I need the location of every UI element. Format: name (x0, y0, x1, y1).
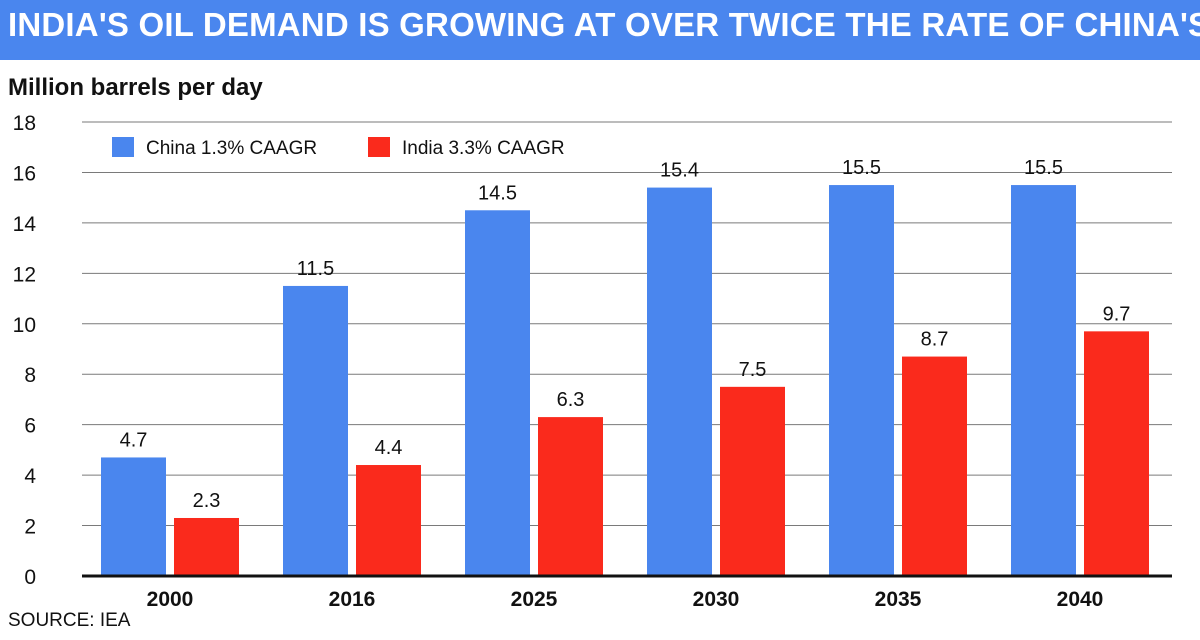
bar-india (356, 465, 421, 576)
legend-label: India 3.3% CAAGR (402, 138, 565, 159)
y-tick-label: 6 (24, 415, 36, 438)
data-label: 11.5 (297, 258, 334, 280)
x-tick-label: 2030 (693, 588, 740, 611)
bar-india (720, 386, 785, 576)
chart-title: INDIA'S OIL DEMAND IS GROWING AT OVER TW… (8, 6, 1200, 43)
y-axis-label: Million barrels per day (8, 74, 263, 101)
x-tick-label: 2025 (511, 588, 558, 611)
data-label: 15.4 (660, 160, 699, 182)
bar-india (538, 417, 603, 576)
y-tick-label: 0 (24, 566, 36, 589)
y-tick-label: 8 (24, 364, 36, 387)
data-label: 4.7 (120, 429, 148, 451)
data-label: 7.5 (739, 359, 767, 381)
y-tick-label: 2 (24, 516, 36, 539)
bar-china (465, 210, 530, 576)
data-label: 15.5 (1024, 157, 1063, 179)
legend-swatch (368, 137, 390, 157)
data-label: 8.7 (921, 329, 949, 351)
bar-china (647, 187, 712, 577)
y-tick-label: 4 (24, 465, 36, 488)
data-label: 9.7 (1103, 303, 1131, 325)
y-tick-label: 14 (13, 213, 37, 236)
title-bar: INDIA'S OIL DEMAND IS GROWING AT OVER TW… (0, 0, 1200, 60)
x-tick-label: 2016 (329, 588, 376, 611)
bar-china (1011, 185, 1076, 577)
x-tick-label: 2035 (875, 588, 922, 611)
data-label: 2.3 (193, 490, 221, 512)
bar-china (829, 185, 894, 577)
legend-label: China 1.3% CAAGR (146, 138, 317, 159)
y-tick-label: 16 (13, 162, 36, 185)
y-tick-label: 18 (13, 112, 36, 135)
bar-china (283, 285, 348, 576)
data-label: 6.3 (557, 389, 585, 411)
legend-swatch (112, 137, 134, 157)
bar-india (174, 517, 239, 576)
bar-india (1084, 331, 1149, 576)
bar-china (101, 457, 166, 576)
data-label: 14.5 (478, 182, 517, 204)
x-tick-label: 2000 (147, 588, 194, 611)
y-tick-label: 12 (13, 263, 36, 286)
source-note: SOURCE: IEA (8, 610, 131, 631)
x-tick-label: 2040 (1057, 588, 1104, 611)
bar-india (902, 356, 967, 576)
data-label: 4.4 (375, 437, 403, 459)
y-tick-label: 10 (13, 314, 36, 337)
data-label: 15.5 (842, 157, 881, 179)
